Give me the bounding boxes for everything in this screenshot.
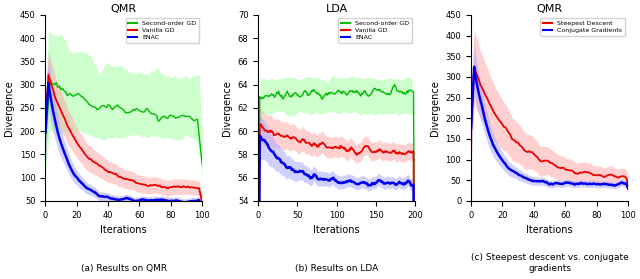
Legend: Second-order GD, Vanilla GD, ENAC: Second-order GD, Vanilla GD, ENAC xyxy=(125,18,199,43)
X-axis label: Iterations: Iterations xyxy=(526,225,573,235)
Y-axis label: Divergence: Divergence xyxy=(4,80,14,136)
Text: (a) Results on QMR: (a) Results on QMR xyxy=(81,264,167,273)
Y-axis label: Divergence: Divergence xyxy=(222,80,232,136)
Legend: Steepest Descent, Conjugate Gradients: Steepest Descent, Conjugate Gradients xyxy=(540,18,625,36)
Title: QMR: QMR xyxy=(536,4,563,14)
Text: (b) Results on LDA: (b) Results on LDA xyxy=(295,264,378,273)
X-axis label: Iterations: Iterations xyxy=(100,225,147,235)
Title: QMR: QMR xyxy=(111,4,137,14)
Title: LDA: LDA xyxy=(326,4,348,14)
Legend: Second-order GD, Vanilla GD, ENAC: Second-order GD, Vanilla GD, ENAC xyxy=(339,18,412,43)
X-axis label: Iterations: Iterations xyxy=(314,225,360,235)
Y-axis label: Divergence: Divergence xyxy=(430,80,440,136)
Text: (c) Steepest descent vs. conjugate
gradients: (c) Steepest descent vs. conjugate gradi… xyxy=(470,253,628,273)
